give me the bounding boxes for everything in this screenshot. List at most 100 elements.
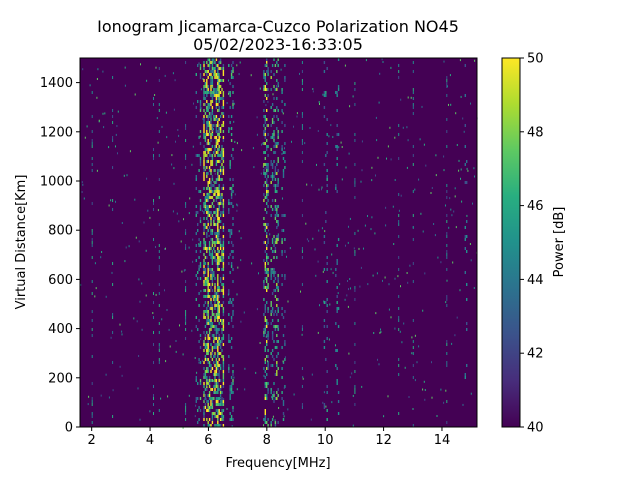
echo-pixel (276, 127, 278, 130)
echo-pixel (213, 193, 215, 196)
echo-pixel (228, 130, 230, 133)
echo-pixel (229, 271, 231, 274)
echo-pixel (267, 154, 269, 157)
echo-pixel (228, 364, 230, 367)
echo-pixel (282, 412, 285, 415)
noise-pixel (146, 177, 148, 180)
echo-pixel (326, 184, 328, 187)
echo-pixel (284, 238, 286, 241)
echo-pixel (276, 61, 278, 64)
echo-pixel (222, 310, 225, 313)
noise-pixel (321, 227, 323, 230)
echo-pixel (203, 253, 205, 256)
echo-pixel (267, 166, 269, 169)
echo-pixel (217, 382, 219, 385)
echo-pixel (264, 265, 266, 268)
echo-pixel (217, 196, 219, 199)
noise-pixel (112, 76, 114, 79)
echo-pixel (218, 352, 220, 355)
echo-pixel (266, 301, 268, 304)
noise-pixel (169, 345, 171, 348)
echo-pixel (215, 196, 218, 199)
echo-pixel (211, 106, 214, 109)
echo-pixel (217, 385, 219, 388)
noise-pixel (306, 183, 308, 186)
echo-pixel (210, 136, 212, 139)
echo-pixel (274, 271, 277, 274)
echo-pixel (230, 262, 233, 265)
noise-pixel (371, 179, 373, 182)
echo-pixel (215, 181, 218, 184)
echo-pixel (217, 241, 219, 244)
noise-pixel (354, 178, 356, 181)
echo-pixel (217, 301, 219, 304)
echo-pixel (219, 394, 222, 397)
echo-pixel (267, 88, 269, 91)
noise-pixel (330, 268, 332, 271)
noise-pixel (404, 366, 406, 369)
echo-pixel (219, 61, 222, 64)
echo-pixel (222, 112, 225, 115)
echo-pixel (195, 283, 197, 286)
echo-pixel (276, 88, 278, 91)
echo-pixel (281, 346, 283, 349)
echo-pixel (284, 124, 286, 127)
noise-pixel (293, 125, 294, 128)
echo-pixel (217, 403, 219, 406)
echo-pixel (211, 163, 214, 166)
echo-pixel (195, 250, 197, 253)
x-tick-label: 10 (317, 433, 334, 448)
echo-pixel (277, 235, 279, 238)
echo-pixel (208, 409, 211, 412)
echo-pixel (266, 178, 268, 181)
noise-pixel (287, 300, 289, 303)
noise-pixel (189, 197, 191, 200)
echo-pixel (214, 187, 216, 190)
noise-pixel (91, 397, 93, 400)
echo-pixel (219, 67, 222, 70)
noise-pixel (219, 303, 221, 305)
echo-pixel (323, 61, 326, 64)
noise-pixel (153, 199, 154, 202)
echo-pixel (217, 397, 219, 400)
noise-pixel (236, 203, 238, 206)
echo-pixel (221, 67, 223, 70)
echo-pixel (206, 208, 208, 211)
echo-pixel (207, 367, 209, 370)
echo-pixel (232, 103, 234, 106)
echo-pixel (211, 418, 214, 421)
echo-pixel (217, 151, 219, 154)
echo-pixel (273, 394, 275, 397)
echo-pixel (230, 415, 233, 418)
echo-pixel (277, 223, 279, 226)
noise-pixel (443, 169, 445, 172)
echo-pixel (266, 118, 268, 121)
echo-pixel (266, 253, 268, 256)
echo-pixel (207, 118, 209, 121)
echo-pixel (214, 193, 216, 196)
echo-pixel (222, 148, 225, 151)
echo-pixel (207, 322, 209, 325)
noise-pixel (91, 139, 93, 142)
echo-pixel (270, 181, 272, 184)
noise-pixel (445, 204, 446, 207)
echo-pixel (208, 73, 211, 76)
echo-pixel (204, 133, 207, 136)
echo-pixel (228, 367, 230, 370)
echo-pixel (466, 364, 468, 367)
echo-pixel (230, 391, 233, 394)
echo-pixel (273, 256, 275, 259)
echo-pixel (211, 94, 214, 97)
noise-pixel (443, 60, 445, 63)
echo-pixel (211, 274, 214, 277)
noise-pixel (301, 199, 303, 202)
echo-pixel (270, 277, 272, 280)
echo-pixel (271, 118, 274, 121)
echo-pixel (222, 415, 225, 418)
echo-pixel (218, 316, 220, 319)
echo-pixel (217, 346, 219, 349)
echo-pixel (263, 313, 265, 316)
noise-pixel (440, 388, 442, 391)
echo-pixel (266, 373, 268, 376)
echo-pixel (199, 208, 202, 211)
